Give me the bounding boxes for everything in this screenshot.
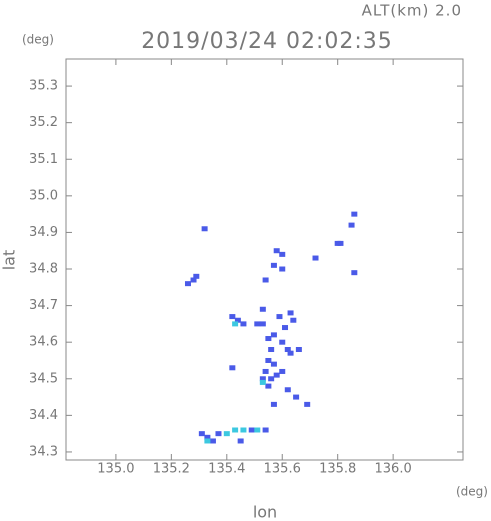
echo (184, 281, 191, 287)
echo (279, 266, 286, 272)
echo (248, 427, 255, 433)
echo (254, 427, 261, 433)
x-tick-label: 136.0 (375, 462, 412, 477)
y-tick-label: 34.5 (29, 371, 58, 386)
y-tick-label: 35.0 (29, 188, 58, 203)
echo (351, 211, 358, 217)
echo (237, 438, 244, 444)
echo (240, 427, 247, 433)
echo (201, 226, 208, 232)
echo (265, 357, 272, 363)
echo (259, 376, 266, 382)
echo (304, 401, 311, 407)
y-axis-label: lat (0, 250, 19, 271)
x-tick-label: 135.2 (153, 462, 190, 477)
echo (351, 270, 358, 276)
echo (223, 431, 230, 437)
echo (273, 248, 280, 254)
echo (287, 350, 294, 356)
x-tick-label: 135.8 (319, 462, 356, 477)
echo (265, 336, 272, 342)
echo (312, 255, 319, 261)
echo (229, 314, 236, 320)
echo (279, 251, 286, 257)
y-tick-label: 35.3 (29, 79, 58, 94)
x-tick-label: 135.0 (97, 462, 134, 477)
echo (259, 321, 266, 327)
echo (279, 339, 286, 345)
y-tick-label: 34.6 (29, 335, 58, 350)
echo (234, 317, 241, 323)
echo (215, 431, 222, 437)
echo (232, 427, 239, 433)
chart-subtitle: ALT(km) 2.0 (362, 2, 462, 20)
echo (240, 321, 247, 327)
x-axis-label: lon (253, 503, 277, 521)
echo (270, 332, 277, 338)
echo (259, 379, 266, 385)
x-tick-label: 135.6 (264, 462, 301, 477)
echo (273, 372, 280, 378)
echo (262, 277, 269, 283)
echo (262, 368, 269, 374)
echo (284, 387, 291, 393)
echo (276, 314, 283, 320)
echo (193, 273, 200, 279)
echo (348, 222, 355, 228)
echo (287, 310, 294, 316)
x-unit: (deg) (456, 485, 488, 499)
echo (198, 431, 205, 437)
echo (270, 361, 277, 367)
echo (279, 368, 286, 374)
y-unit: (deg) (22, 33, 54, 47)
echo (268, 347, 275, 353)
echo (268, 376, 275, 382)
echo (293, 394, 300, 400)
echo (254, 321, 261, 327)
plot-frame (65, 58, 464, 461)
echo (284, 347, 291, 353)
echo (209, 438, 216, 444)
echo (270, 262, 277, 268)
echo (270, 401, 277, 407)
y-tick-label: 35.1 (29, 152, 58, 167)
echo (229, 365, 236, 371)
y-tick-label: 34.4 (29, 408, 58, 423)
echo (232, 321, 239, 327)
y-tick-label: 34.8 (29, 262, 58, 277)
y-tick-label: 34.3 (29, 444, 58, 459)
x-tick-label: 135.4 (208, 462, 245, 477)
echo (265, 383, 272, 389)
echo (190, 277, 197, 283)
y-tick-label: 34.9 (29, 225, 58, 240)
echo (282, 325, 289, 331)
echo (262, 427, 269, 433)
echo (259, 306, 266, 312)
echo (295, 347, 302, 353)
echo (337, 240, 344, 246)
chart-title: 2019/03/24 02:02:35 (141, 29, 393, 54)
echo (290, 317, 297, 323)
echo (204, 434, 211, 440)
y-tick-label: 34.7 (29, 298, 58, 313)
echo (204, 438, 211, 444)
y-tick-label: 35.2 (29, 115, 58, 130)
